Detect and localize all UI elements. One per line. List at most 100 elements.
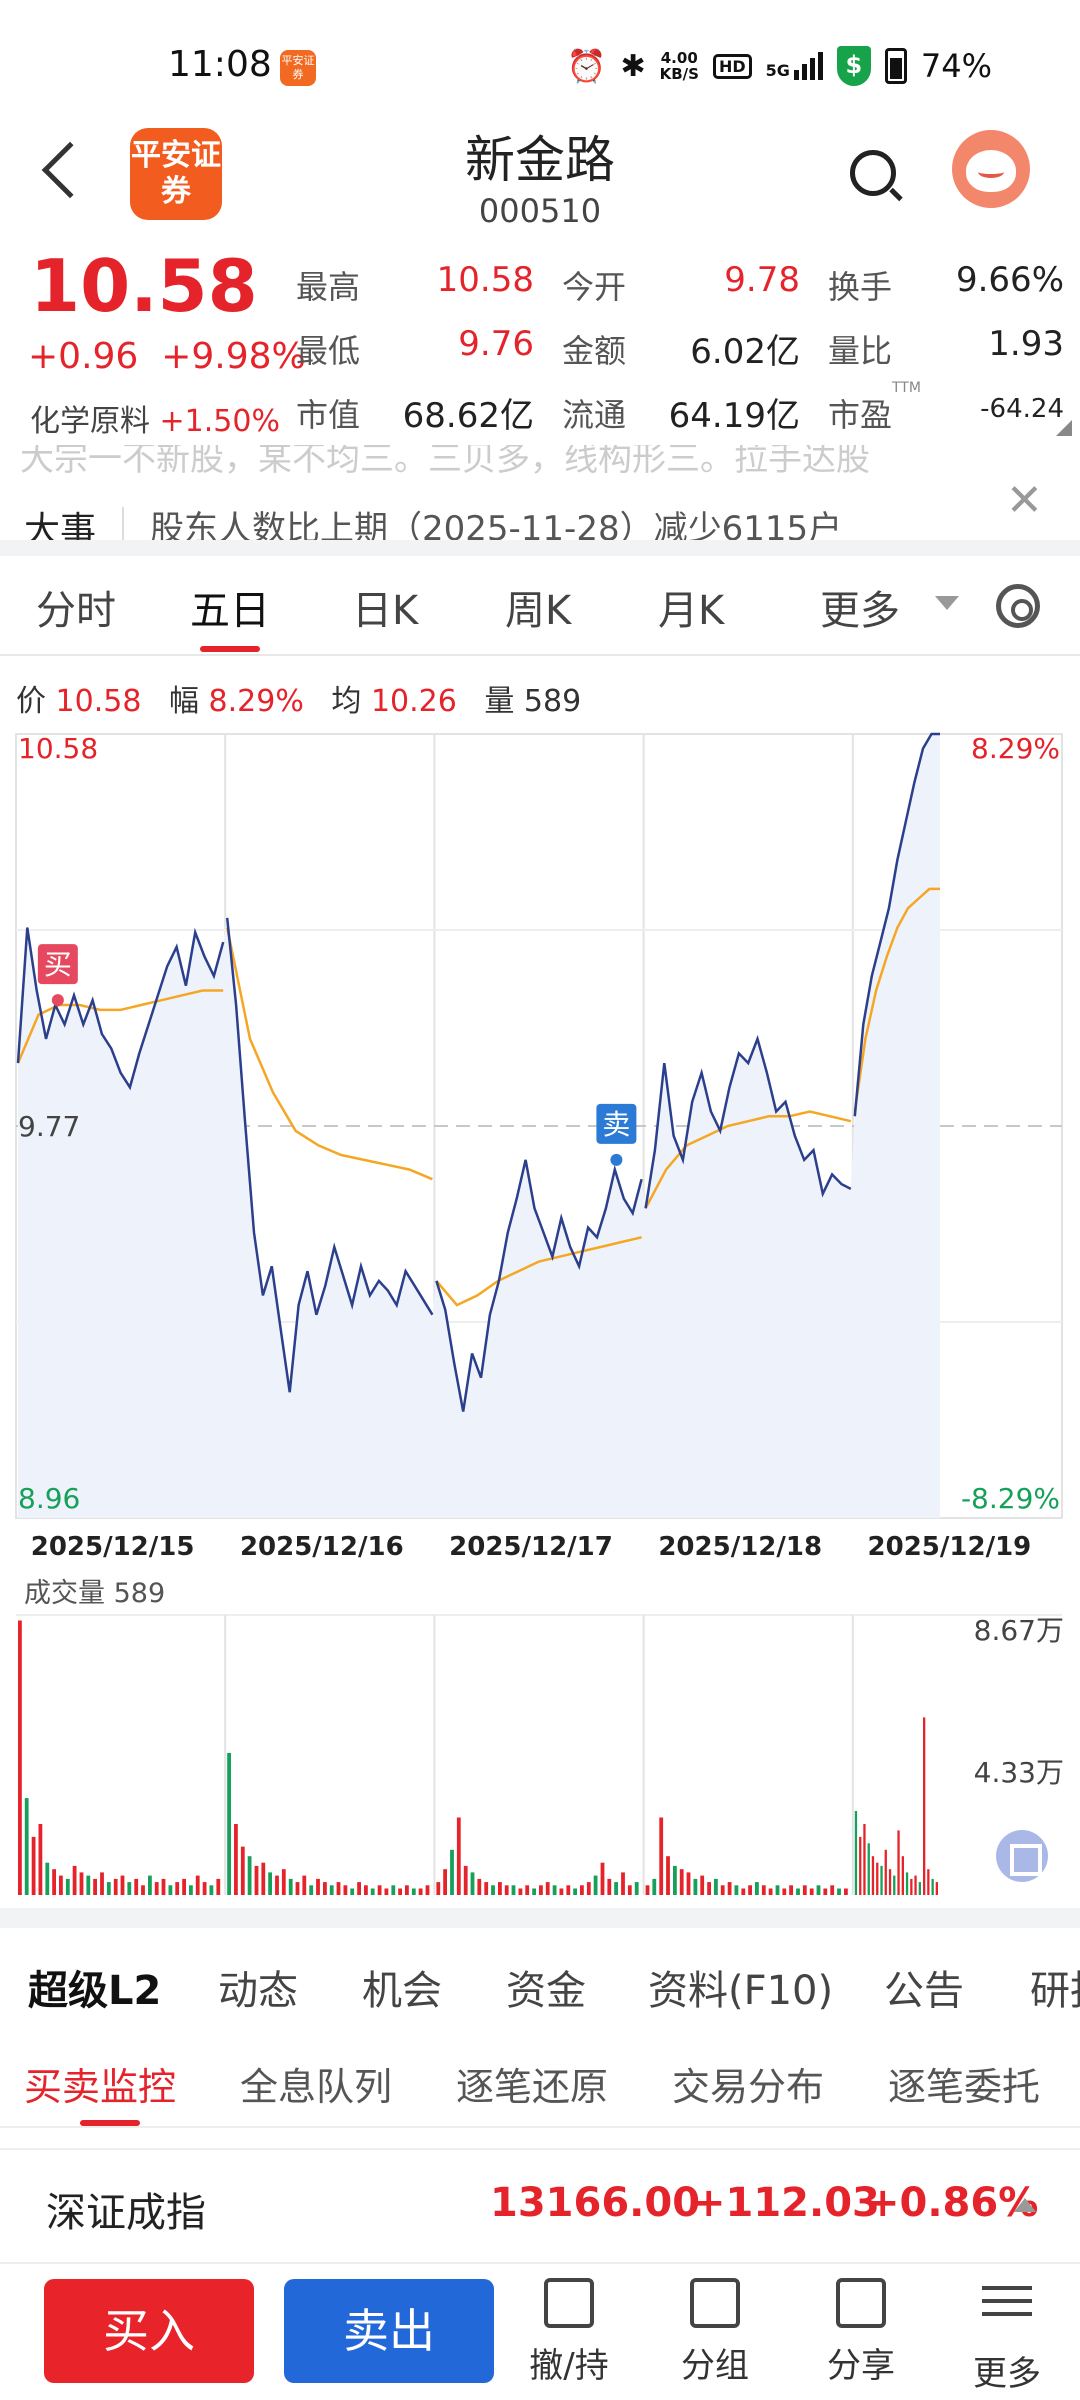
volume-bar bbox=[477, 1878, 482, 1895]
expand-corner-icon[interactable] bbox=[1056, 420, 1072, 436]
tab-capital[interactable]: 资金 bbox=[506, 1968, 586, 2014]
price-change: +0.96 +9.98% bbox=[28, 336, 306, 377]
fullscreen-icon[interactable] bbox=[996, 1830, 1048, 1882]
divider bbox=[122, 507, 124, 541]
quote-value: 9.76 bbox=[458, 324, 534, 364]
gear-icon[interactable] bbox=[996, 584, 1040, 628]
price-line bbox=[435, 1159, 643, 1412]
y-min-label: 8.96 bbox=[18, 1482, 80, 1515]
volume-bar bbox=[463, 1865, 468, 1895]
volume-bar bbox=[659, 1817, 664, 1895]
share-button[interactable]: 分享 bbox=[806, 2278, 916, 2387]
tab-intraday[interactable]: 分时 bbox=[36, 588, 116, 634]
divider bbox=[0, 1908, 1080, 1928]
volume-bar bbox=[880, 1865, 883, 1895]
volume-bar bbox=[905, 1872, 909, 1895]
volume-bar bbox=[734, 1885, 739, 1895]
quote-value: 68.62亿 bbox=[402, 396, 534, 436]
subtab-trade-monitor[interactable]: 买卖监控 bbox=[24, 2065, 177, 2109]
volume-bar bbox=[168, 1885, 173, 1895]
tab-f10[interactable]: 资料(F10) bbox=[648, 1968, 834, 2014]
tab-five-day[interactable]: 五日 bbox=[190, 588, 270, 634]
volume-bar bbox=[450, 1849, 454, 1895]
volume-bar bbox=[775, 1885, 780, 1895]
quote-label: 今开 bbox=[562, 268, 627, 306]
tab-opportunity[interactable]: 机会 bbox=[362, 1968, 442, 2014]
quote-label: 最高 bbox=[296, 268, 361, 306]
quote-label: 量比 bbox=[828, 332, 893, 370]
volume-bar bbox=[888, 1869, 892, 1895]
volume-bar bbox=[59, 1875, 63, 1895]
tab-news[interactable]: 动态 bbox=[218, 1968, 298, 2014]
tab-super-l2[interactable]: 超级L2 bbox=[28, 1968, 162, 2014]
volume-bar bbox=[714, 1878, 718, 1895]
tab-monthly-k[interactable]: 月K bbox=[658, 588, 725, 634]
volume-bar bbox=[370, 1888, 375, 1895]
chevron-up-icon[interactable] bbox=[1014, 2198, 1036, 2212]
index-percent: +0.86% bbox=[866, 2180, 1039, 2226]
volume-bar bbox=[673, 1865, 677, 1895]
volume-bar bbox=[336, 1882, 341, 1895]
pe-ttm-label: TTM bbox=[892, 380, 921, 396]
more-button[interactable]: 更多 bbox=[952, 2278, 1062, 2395]
quote-value: 6.02亿 bbox=[690, 332, 800, 372]
avg-value: 10.26 bbox=[370, 684, 457, 719]
volume-bar bbox=[161, 1878, 166, 1895]
more-menu-icon bbox=[982, 2286, 1032, 2336]
volume-bar bbox=[411, 1888, 416, 1895]
volume-bar bbox=[154, 1882, 159, 1895]
subtab-order-queue[interactable]: 全息队列 bbox=[240, 2065, 393, 2109]
tab-daily-k[interactable]: 日K bbox=[352, 588, 419, 634]
volume-bar bbox=[837, 1888, 841, 1895]
chevron-down-icon[interactable] bbox=[935, 596, 959, 610]
assistant-avatar-icon[interactable] bbox=[952, 130, 1030, 208]
tab-weekly-k[interactable]: 周K bbox=[505, 588, 572, 634]
tab-more[interactable]: 更多 bbox=[820, 588, 900, 634]
subtab-trade-distribution[interactable]: 交易分布 bbox=[672, 2065, 825, 2109]
industry-change[interactable]: 化学原料 +1.50% bbox=[30, 396, 280, 440]
stock-name: 新金路 bbox=[465, 131, 615, 189]
subtab-tick-replay[interactable]: 逐笔还原 bbox=[456, 2065, 609, 2109]
avg-price-line bbox=[435, 1236, 642, 1307]
group-button[interactable]: 分组 bbox=[660, 2278, 770, 2387]
volume-bar bbox=[782, 1888, 787, 1895]
trade-marker-badge bbox=[596, 1103, 637, 1144]
five-day-chart[interactable]: 买卖 10.58 9.77 8.96 8.29% -8.29% 2025/12/15 202… bbox=[0, 720, 1080, 1900]
volume-bar bbox=[329, 1885, 334, 1895]
volume-bar bbox=[686, 1872, 691, 1895]
news-banner[interactable]: 大宗一不新股，某不均三。三贝多，线构形三。拉手达股 大事 股东人数比上期（202… bbox=[0, 445, 1080, 555]
volume-bar bbox=[910, 1878, 913, 1895]
volume-bar bbox=[504, 1885, 509, 1895]
tab-announcement[interactable]: 公告 bbox=[884, 1968, 964, 2014]
volume-bar bbox=[859, 1836, 862, 1895]
sell-button[interactable]: 卖出 bbox=[284, 2279, 494, 2383]
volume-bar bbox=[391, 1885, 396, 1895]
volume-bar bbox=[816, 1885, 821, 1895]
buy-button[interactable]: 买入 bbox=[44, 2279, 254, 2383]
volume-bar bbox=[398, 1888, 402, 1895]
stock-code: 000510 bbox=[478, 192, 602, 230]
trade-marker-dot bbox=[610, 1153, 623, 1166]
bottom-toolbar: 买入 卖出 撤/持 分组 分享 更多 bbox=[0, 2262, 1080, 2400]
volume-bar bbox=[525, 1885, 530, 1895]
volume-bar bbox=[679, 1869, 684, 1895]
volume-bar bbox=[288, 1878, 293, 1895]
tab-research[interactable]: 研报 bbox=[1030, 1968, 1080, 2014]
volume-bar bbox=[634, 1882, 639, 1895]
subtab-tick-orders[interactable]: 逐笔委托 bbox=[888, 2065, 1041, 2109]
volume-bar bbox=[700, 1875, 705, 1895]
volume-bar bbox=[809, 1888, 814, 1895]
close-icon[interactable]: ✕ bbox=[1006, 475, 1043, 526]
search-icon[interactable] bbox=[850, 150, 896, 196]
volume-bar bbox=[281, 1869, 286, 1895]
volume-bar bbox=[195, 1875, 200, 1895]
quote-panel: 10.58 +0.96 +9.98% 化学原料 +1.50% 最高 10.58 今开… bbox=[0, 242, 1080, 442]
volume-bar bbox=[854, 1811, 858, 1895]
volume-bar bbox=[275, 1875, 279, 1895]
index-name: 深证成指 bbox=[46, 2190, 206, 2236]
volume-bar bbox=[914, 1875, 917, 1895]
index-ticker[interactable]: 深证成指 13166.00 +112.03 +0.86% bbox=[0, 2148, 1080, 2258]
volume-bar bbox=[593, 1875, 598, 1895]
cancel-hold-button[interactable]: 撤/持 bbox=[514, 2278, 624, 2387]
volume-bar bbox=[456, 1817, 461, 1895]
